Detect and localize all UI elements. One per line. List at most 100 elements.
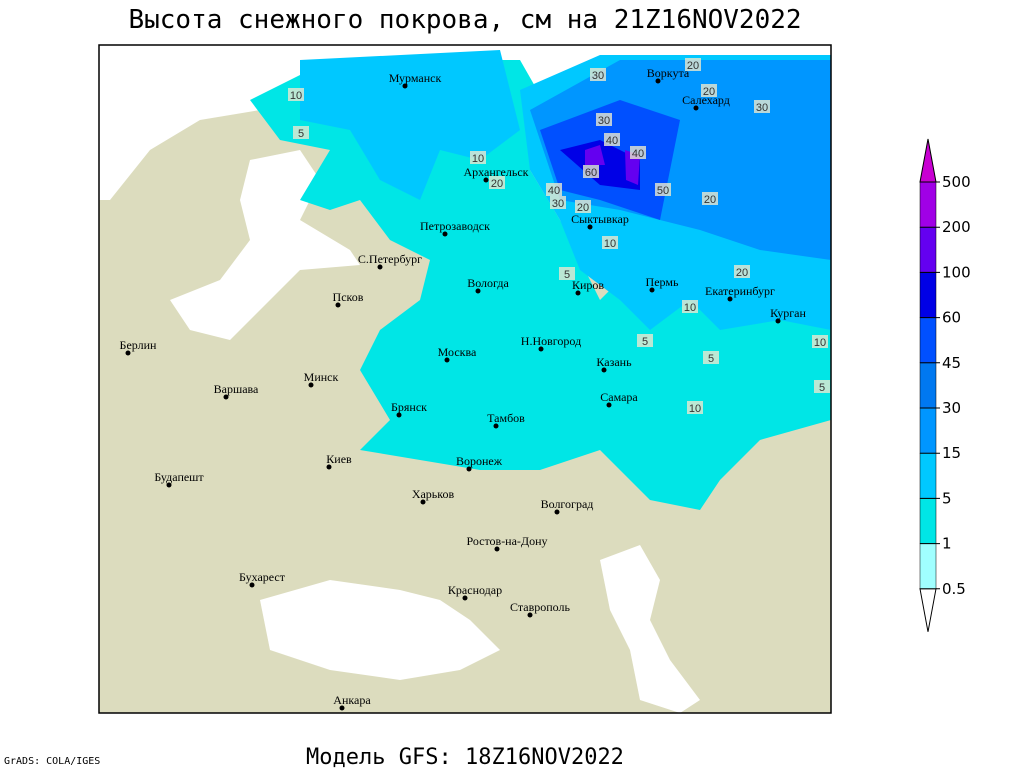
city-label: Петрозаводск	[420, 219, 490, 233]
city-label: Мурманск	[389, 71, 442, 85]
contour-label: 5	[564, 269, 570, 281]
city-dot	[420, 499, 426, 505]
contour-label: 20	[736, 267, 748, 279]
contour-label: 10	[290, 90, 302, 102]
city-dot	[402, 83, 408, 89]
city-dot	[606, 402, 612, 408]
contour-label-bg	[596, 113, 612, 126]
city-dot	[575, 290, 581, 296]
baltic-sea	[170, 150, 360, 340]
contour-label: 10	[814, 337, 826, 349]
city-label: Ставрополь	[510, 600, 570, 614]
city-dot	[493, 423, 499, 429]
city-label: С.Петербург	[358, 252, 422, 266]
legend-label: 15	[942, 444, 961, 462]
city-dot	[587, 224, 593, 230]
contour-label: 20	[704, 194, 716, 206]
contour-label-bg	[630, 146, 646, 159]
city-dot	[166, 482, 172, 488]
legend-label: 0.5	[942, 580, 966, 598]
contour-label-bg	[590, 68, 606, 81]
contour-label: 30	[756, 102, 768, 114]
contour-label: 40	[632, 148, 644, 160]
city-label: Анкара	[333, 693, 371, 707]
legend-swatch	[919, 543, 937, 590]
legend-label: 500	[942, 173, 971, 191]
city-dot	[442, 231, 448, 237]
city-label: Воронеж	[456, 454, 503, 468]
credit: GrADS: COLA/IGES	[4, 756, 100, 767]
legend-top	[919, 138, 937, 183]
city-dot	[339, 705, 345, 711]
city-dot	[223, 394, 229, 400]
contour-label: 20	[703, 86, 715, 98]
contour-label-bg	[293, 126, 309, 139]
legend-swatch	[919, 272, 937, 318]
city-dot	[727, 296, 733, 302]
legend-label: 200	[942, 218, 971, 236]
contour-label-bg	[550, 196, 566, 209]
contour-label-bg	[559, 267, 575, 280]
legend-swatch	[919, 362, 937, 409]
city-dot	[462, 595, 468, 601]
contour-label: 5	[298, 128, 304, 140]
contour-label-bg	[703, 351, 719, 364]
city-label: Екатеринбург	[705, 284, 775, 298]
city-label: Сыктывкар	[571, 212, 629, 226]
contour-label: 60	[585, 167, 597, 179]
contour-label: 30	[592, 70, 604, 82]
contour-label: 40	[606, 135, 618, 147]
city-dot	[125, 350, 131, 356]
legend-swatch	[919, 226, 937, 273]
map	[99, 45, 831, 713]
contour-label-bg	[470, 151, 486, 164]
city-label: Брянск	[391, 400, 427, 414]
city-dot	[601, 367, 607, 373]
contour-label-bg	[685, 58, 701, 71]
contour-label: 10	[472, 153, 484, 165]
city-dot	[444, 357, 450, 363]
black-sea	[260, 580, 500, 680]
legend-swatch	[919, 452, 937, 499]
contour-label: 10	[689, 403, 701, 415]
city-label: Краснодар	[448, 583, 502, 597]
city-dot	[396, 412, 402, 418]
contour-label-bg	[814, 380, 830, 393]
city-dot	[475, 288, 481, 294]
city-label: Пермь	[646, 275, 679, 289]
city-label: Псков	[333, 290, 364, 304]
legend-label: 100	[942, 263, 971, 281]
contour-label-bg	[637, 334, 653, 347]
contour-label-bg	[288, 88, 304, 101]
contour-label-bg	[602, 236, 618, 249]
city-label: Киров	[572, 278, 604, 292]
city-label: Курган	[770, 306, 806, 320]
legend-label: 45	[942, 354, 961, 372]
legend-swatch	[919, 498, 937, 544]
contour-label: 50	[657, 185, 669, 197]
contour-label: 30	[598, 115, 610, 127]
contour-label-bg	[734, 265, 750, 278]
contour-label-bg	[682, 300, 698, 313]
caspian-sea	[600, 545, 700, 713]
city-label: Вологда	[467, 276, 509, 290]
city-dot	[483, 177, 489, 183]
city-dot	[377, 264, 383, 270]
contour-label-bg	[546, 183, 562, 196]
snow-100	[585, 145, 640, 185]
legend-label: 60	[942, 309, 961, 327]
contour-label-bg	[812, 335, 828, 348]
contour-label: 20	[491, 178, 503, 190]
contour-label-bg	[655, 183, 671, 196]
city-label: Бухарест	[239, 570, 286, 584]
city-dot	[326, 464, 332, 470]
contour-label: 40	[548, 185, 560, 197]
city-dot	[466, 466, 472, 472]
contour-label: 20	[577, 202, 589, 214]
contour-label: 20	[687, 60, 699, 72]
city-label: Харьков	[412, 487, 455, 501]
city-label: Казань	[596, 355, 632, 369]
contour-label-bg	[754, 100, 770, 113]
city-label: Будапешт	[154, 470, 204, 484]
city-dot	[527, 612, 533, 618]
